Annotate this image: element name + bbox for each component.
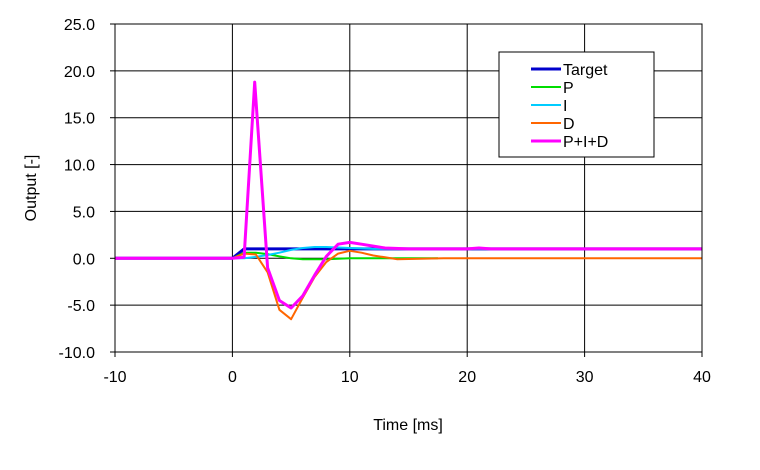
legend-label: I bbox=[563, 98, 567, 115]
x-tick-label: 30 bbox=[576, 369, 594, 386]
series-line-p-i-d bbox=[115, 80, 702, 310]
x-axis-title: Time [ms] bbox=[373, 417, 443, 434]
series-line-d bbox=[115, 249, 702, 321]
y-tick-label: 5.0 bbox=[73, 204, 95, 221]
x-tick-label: -10 bbox=[103, 369, 126, 386]
legend-label: P bbox=[563, 80, 574, 97]
y-tick-label: 25.0 bbox=[64, 17, 95, 34]
y-axis-title: Output [-] bbox=[23, 155, 40, 222]
y-tick-label: 10.0 bbox=[64, 158, 95, 175]
y-tick-label: -10.0 bbox=[59, 345, 96, 362]
y-tick-label: 15.0 bbox=[64, 111, 95, 128]
x-tick-label: 0 bbox=[228, 369, 237, 386]
legend-label: D bbox=[563, 116, 575, 133]
x-tick-labels: -10 0 10 20 30 40 bbox=[103, 369, 711, 386]
y-tick-labels: -10.0 -5.0 0.0 5.0 10.0 15.0 20.0 25.0 bbox=[59, 17, 96, 362]
x-tick-label: 10 bbox=[341, 369, 359, 386]
legend-box bbox=[498, 51, 655, 158]
plot-border bbox=[114, 23, 703, 353]
x-tick-label: 40 bbox=[693, 369, 711, 386]
series-lines bbox=[115, 80, 702, 321]
y-tick-label: -5.0 bbox=[67, 298, 95, 315]
legend-label: P+I+D bbox=[563, 134, 608, 151]
x-tick-label: 20 bbox=[458, 369, 476, 386]
legend-label: Target bbox=[563, 62, 608, 79]
y-tick-label: 0.0 bbox=[73, 251, 95, 268]
y-tick-label: 20.0 bbox=[64, 64, 95, 81]
